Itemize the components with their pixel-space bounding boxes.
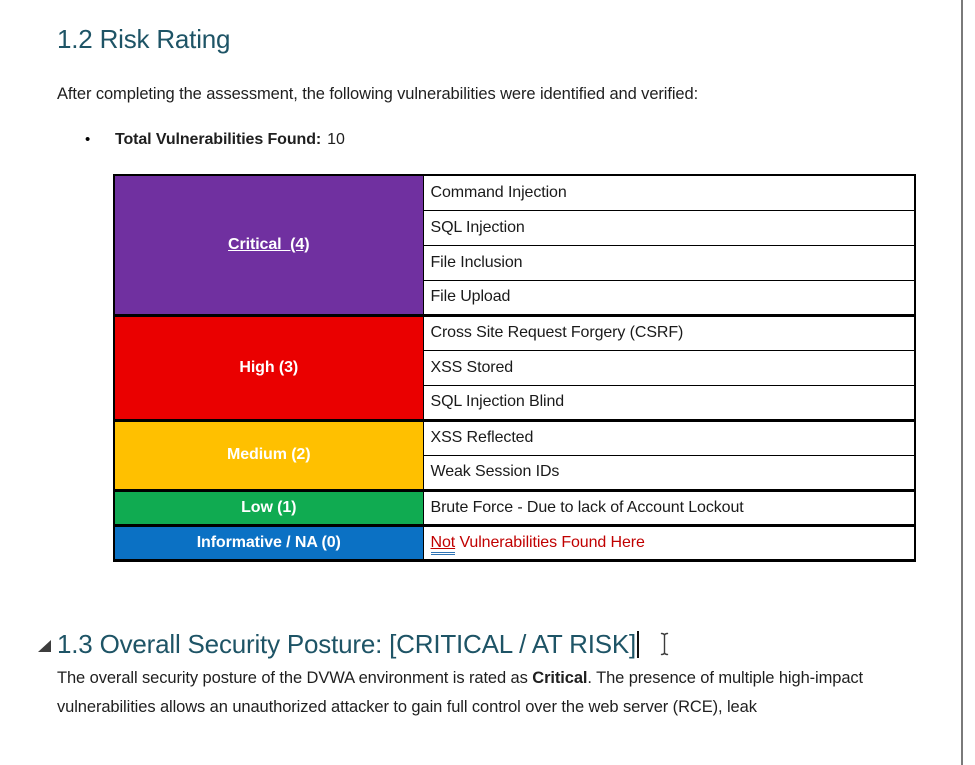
severity-cell-informative[interactable]: Informative / NA (0) [113, 523, 424, 561]
severity-label: Medium (2) [227, 446, 311, 463]
vuln-cell[interactable]: Weak Session IDs [422, 454, 916, 491]
vuln-cell[interactable]: XSS Reflected [422, 418, 916, 456]
posture-paragraph[interactable]: The overall security posture of the DVWA… [57, 664, 915, 721]
table-row: Medium (2) XSS Reflected [113, 418, 916, 491]
heading-security-posture[interactable]: 1.3 Overall Security Posture: [CRITICAL … [57, 629, 640, 660]
informative-note-cell[interactable]: Not Vulnerabilities Found Here [422, 523, 916, 561]
note-rest: Vulnerabilities Found Here [455, 533, 645, 551]
table-row: Low (1) Brute Force - Due to lack of Acc… [113, 488, 916, 526]
heading-risk-rating[interactable]: 1.2 Risk Rating [57, 24, 231, 54]
vuln-cell[interactable]: SQL Injection [422, 209, 916, 246]
severity-label: High (3) [239, 358, 299, 376]
bullet-value: 10 [327, 131, 345, 148]
table-row: Critical (4) Command Injection [113, 174, 916, 316]
table-row: Informative / NA (0) Not Vulnerabilities… [113, 523, 916, 561]
posture-paragraph-end: . The presence of multiple high-impact v… [57, 669, 864, 716]
heading-security-posture-text: 1.3 Overall Security Posture: [CRITICAL … [57, 629, 637, 659]
severity-cell-critical[interactable]: Critical (4) [113, 174, 424, 316]
vuln-cell[interactable]: File Upload [422, 279, 916, 316]
ibeam-cursor-icon [658, 632, 671, 661]
table-row: XSS Stored [114, 349, 916, 386]
posture-paragraph-start: The overall security posture of the DVWA… [57, 669, 533, 687]
note-underlined-word: Not [430, 533, 455, 555]
vuln-cell[interactable]: File Inclusion [422, 244, 916, 281]
table-row: File Inclusion [114, 244, 916, 281]
page-edge-divider [961, 0, 963, 765]
vuln-cell[interactable]: Command Injection [422, 174, 916, 211]
total-vulnerabilities-bullet[interactable]: • Total Vulnerabilities Found: 10 [85, 131, 345, 149]
text-caret [637, 631, 640, 658]
severity-cell-medium[interactable]: Medium (2) [113, 418, 424, 491]
severity-label: Low (1) [241, 498, 297, 516]
intro-paragraph[interactable]: After completing the assessment, the fol… [57, 85, 699, 103]
bullet-label: Total Vulnerabilities Found: [115, 131, 322, 148]
vuln-cell[interactable]: Cross Site Request Forgery (CSRF) [422, 313, 916, 351]
heading-collapse-triangle-icon[interactable] [38, 640, 51, 652]
table-row: SQL Injection [114, 209, 916, 246]
severity-label: Informative / NA (0) [196, 533, 341, 551]
vuln-cell[interactable]: Brute Force - Due to lack of Account Loc… [422, 488, 916, 526]
bullet-marker: • [85, 131, 91, 148]
severity-label: Critical (4) [228, 235, 310, 253]
table-row: Weak Session IDs [114, 454, 916, 491]
vuln-cell[interactable]: SQL Injection Blind [422, 384, 916, 421]
severity-cell-high[interactable]: High (3) [113, 313, 424, 421]
table-row: SQL Injection Blind [114, 384, 916, 421]
severity-cell-low[interactable]: Low (1) [113, 488, 424, 526]
vuln-cell[interactable]: XSS Stored [422, 349, 916, 386]
posture-paragraph-bold: Critical [532, 669, 588, 687]
risk-rating-table[interactable]: Critical (4) Command Injection SQL Injec… [113, 174, 916, 562]
table-row: High (3) Cross Site Request Forgery (CSR… [113, 313, 916, 421]
